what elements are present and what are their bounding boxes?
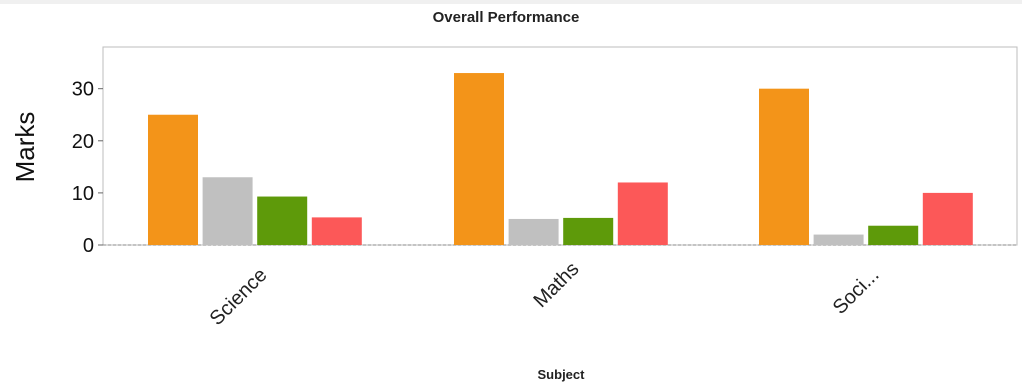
bars-group bbox=[148, 73, 973, 246]
y-tick-label: 10 bbox=[72, 183, 94, 205]
bar-soci-3 bbox=[868, 225, 919, 245]
y-axis: 0 10 20 30 bbox=[72, 79, 103, 257]
x-axis: Science Maths Soci... bbox=[206, 258, 884, 330]
bar-soci-1 bbox=[759, 88, 809, 246]
bar-maths-3 bbox=[563, 217, 614, 245]
x-tick-label-soci: Soci... bbox=[829, 264, 884, 319]
bar-science-2 bbox=[202, 177, 253, 245]
bar-science-4 bbox=[311, 217, 362, 245]
bar-science-1 bbox=[148, 114, 198, 245]
y-tick-label: 0 bbox=[83, 235, 94, 257]
y-tick-label: 30 bbox=[72, 79, 94, 101]
y-axis-label: Marks bbox=[10, 112, 40, 183]
bar-maths-4 bbox=[617, 182, 668, 245]
bar-science-3 bbox=[257, 196, 308, 245]
bar-soci-4 bbox=[922, 192, 973, 245]
bar-maths-2 bbox=[508, 218, 559, 245]
bar-maths-1 bbox=[454, 73, 504, 245]
bar-soci-2 bbox=[813, 234, 864, 245]
top-strip bbox=[0, 0, 1022, 4]
x-tick-label-maths: Maths bbox=[529, 258, 583, 312]
x-axis-label: Subject bbox=[537, 367, 585, 382]
y-tick-label: 20 bbox=[72, 131, 94, 153]
chart-title: Overall Performance bbox=[432, 9, 580, 26]
x-tick-label-science: Science bbox=[206, 264, 272, 330]
